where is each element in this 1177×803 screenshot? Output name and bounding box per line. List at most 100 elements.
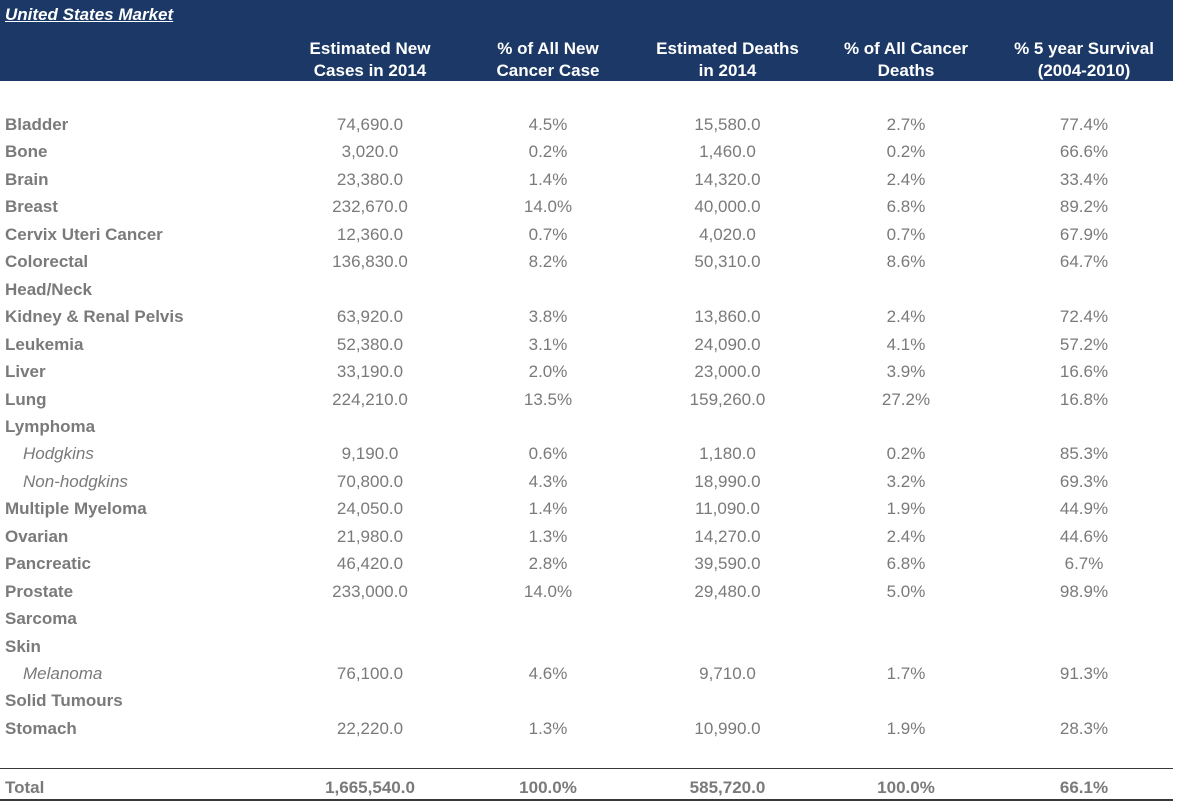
cell-deaths: 1,180.0 [699, 444, 756, 464]
row-label: Kidney & Renal Pelvis [5, 307, 184, 327]
cell-pct-deaths: 2.4% [886, 169, 926, 189]
cell-pct-deaths: 6.8% [886, 197, 926, 217]
cell-pct-deaths: 2.4% [886, 526, 926, 546]
row-label: Sarcoma [5, 609, 77, 629]
cell-survival: 85.3% [1059, 444, 1109, 464]
table-row: Stomach 22,220.0 1.3% 10,990.0 1.9% 28.3% [0, 715, 1173, 742]
row-label: Breast [5, 197, 58, 217]
bottom-border [0, 799, 1173, 801]
cell-new-cases: 63,920.0 [336, 307, 404, 327]
cell-pct-deaths: 1.9% [886, 718, 926, 738]
cell-deaths: 4,020.0 [699, 224, 756, 244]
row-label: Pancreatic [5, 554, 91, 574]
table-row: Leukemia 52,380.0 3.1% 24,090.0 4.1% 57.2% [0, 331, 1173, 358]
row-label: Prostate [5, 581, 74, 601]
row-label: Bone [5, 142, 48, 162]
cell-new-cases: 224,210.0 [332, 389, 408, 409]
cell-survival: 66.1% [1059, 778, 1109, 797]
table-row: Head/Neck [0, 276, 1173, 303]
cell-pct-new-cases: 0.2% [528, 142, 568, 162]
table-row: Breast 232,670.0 14.0% 40,000.0 6.8% 89.2% [0, 193, 1173, 220]
table-row: Non-hodgkins 70,800.0 4.3% 18,990.0 3.2% 69.3… [0, 468, 1173, 495]
cell-pct-new-cases: 2.8% [528, 554, 568, 574]
cell-survival: 33.4% [1059, 169, 1109, 189]
table-header: United States Market Estimated New Cases… [0, 0, 1173, 81]
column-header-line: Cases in 2014 [313, 61, 427, 80]
cell-pct-new-cases: 3.1% [528, 334, 568, 354]
table-row: Cervix Uteri Cancer 12,360.0 0.7% 4,020.0 0.… [0, 221, 1173, 248]
cell-pct-new-cases: 100.0% [519, 778, 577, 797]
cell-pct-new-cases: 1.4% [528, 169, 568, 189]
row-label: Colorectal [5, 252, 89, 272]
cell-pct-new-cases: 14.0% [523, 581, 573, 601]
cell-pct-deaths: 3.9% [886, 362, 926, 382]
row-label: Head/Neck [5, 279, 92, 299]
column-header-line: Estimated New [309, 39, 431, 58]
cell-deaths: 50,310.0 [694, 252, 761, 272]
cell-new-cases: 23,380.0 [336, 169, 404, 189]
table-row: Skin [0, 633, 1173, 660]
column-header-line: % 5 year Survival [1014, 39, 1154, 58]
row-label: Stomach [5, 718, 77, 738]
row-label: Brain [5, 169, 49, 189]
cell-pct-deaths: 1.9% [886, 499, 926, 519]
cell-new-cases: 76,100.0 [336, 664, 404, 683]
cell-deaths: 9,710.0 [699, 664, 756, 683]
table-row: Lung 224,210.0 13.5% 159,260.0 27.2% 16.8% [0, 386, 1173, 413]
cell-deaths: 14,320.0 [694, 169, 761, 189]
column-header-line: Deaths [877, 61, 935, 80]
row-label: Melanoma [23, 664, 103, 683]
row-label: Multiple Myeloma [5, 499, 147, 519]
table-row: Hodgkins 9,190.0 0.6% 1,180.0 0.2% 85.3% [0, 440, 1173, 467]
cell-pct-deaths: 8.6% [886, 252, 926, 272]
cell-pct-new-cases: 4.5% [528, 115, 568, 134]
cell-deaths: 40,000.0 [694, 197, 761, 217]
cell-new-cases: 233,000.0 [332, 581, 408, 601]
cell-new-cases: 74,690.0 [336, 115, 404, 134]
table-row: Pancreatic 46,420.0 2.8% 39,590.0 6.8% 6.7% [0, 550, 1173, 577]
column-header-deaths: Estimated Deaths in 2014 [640, 38, 815, 82]
cell-survival: 6.7% [1064, 554, 1104, 574]
cell-pct-deaths: 0.7% [886, 224, 926, 244]
cell-pct-new-cases: 0.7% [528, 224, 568, 244]
cell-deaths: 159,260.0 [689, 389, 766, 409]
cell-pct-deaths: 3.2% [886, 471, 926, 491]
table-row: Prostate 233,000.0 14.0% 29,480.0 5.0% 98.9% [0, 578, 1173, 605]
row-label: Lymphoma [5, 416, 96, 436]
cell-new-cases: 46,420.0 [336, 554, 404, 574]
cell-new-cases: 24,050.0 [336, 499, 404, 519]
cell-survival: 44.9% [1059, 499, 1109, 519]
row-label: Lung [5, 389, 47, 409]
table-row: Multiple Myeloma 24,050.0 1.4% 11,090.0 1.9%… [0, 495, 1173, 522]
cell-survival: 69.3% [1059, 471, 1109, 491]
table-row: Colorectal 136,830.0 8.2% 50,310.0 8.6% 64.7% [0, 248, 1173, 275]
cell-pct-new-cases: 4.3% [528, 471, 568, 491]
column-header-line: Estimated Deaths [656, 39, 799, 58]
cell-survival: 16.8% [1059, 389, 1109, 409]
row-label: Skin [5, 636, 41, 656]
cell-survival: 64.7% [1059, 252, 1109, 272]
cell-pct-deaths: 6.8% [886, 554, 926, 574]
cell-pct-new-cases: 13.5% [523, 389, 573, 409]
table-row: Solid Tumours [0, 687, 1173, 714]
cell-pct-new-cases: 0.6% [528, 444, 568, 464]
table-row: Melanoma 76,100.0 4.6% 9,710.0 1.7% 91.3% [0, 660, 1173, 687]
cell-pct-new-cases: 8.2% [528, 252, 568, 272]
table-row: Bone 3,020.0 0.2% 1,460.0 0.2% 66.6% [0, 138, 1173, 165]
cell-new-cases: 21,980.0 [336, 526, 404, 546]
cell-deaths: 1,460.0 [699, 142, 756, 162]
cell-new-cases: 22,220.0 [336, 718, 404, 738]
cell-pct-deaths: 2.7% [886, 115, 926, 134]
cell-pct-deaths: 5.0% [886, 581, 926, 601]
total-divider [0, 768, 1173, 769]
cell-pct-deaths: 0.2% [886, 142, 926, 162]
column-header-line: % of All Cancer [843, 39, 969, 58]
row-label: Solid Tumours [5, 691, 123, 711]
cell-deaths: 39,590.0 [694, 554, 761, 574]
cell-pct-new-cases: 1.3% [528, 526, 568, 546]
cell-deaths: 11,090.0 [695, 499, 760, 519]
cell-pct-new-cases: 14.0% [523, 197, 573, 217]
cell-pct-deaths: 100.0% [877, 778, 935, 797]
column-header-pct-deaths: % of All Cancer Deaths [826, 38, 986, 82]
cell-pct-new-cases: 4.6% [528, 664, 568, 683]
